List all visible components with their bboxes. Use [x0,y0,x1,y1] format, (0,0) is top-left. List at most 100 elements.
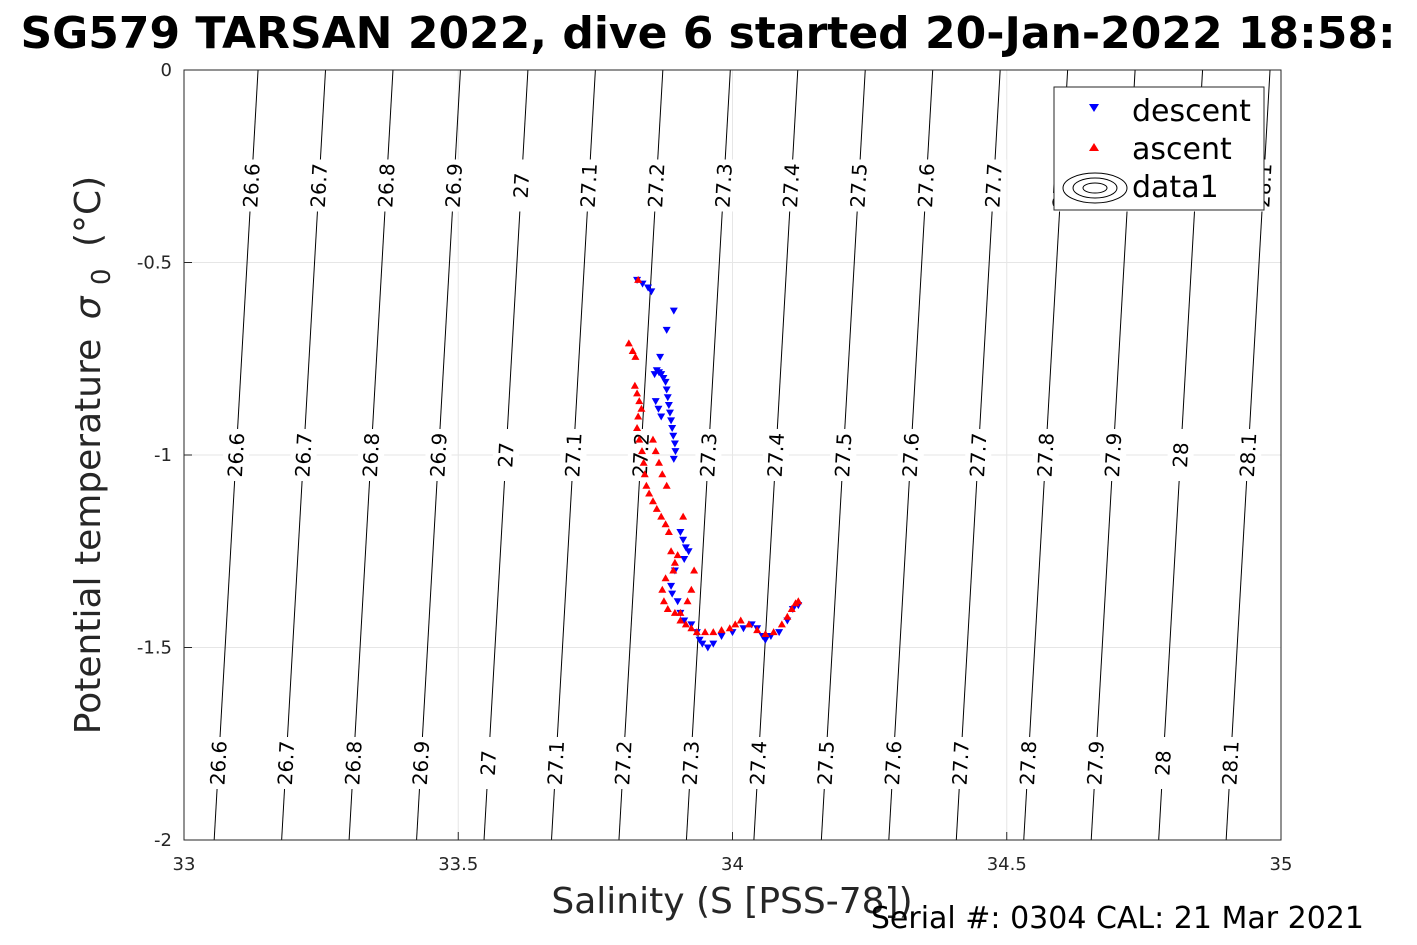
descent-point-13 [662,386,671,394]
ascent-point-15 [645,489,654,497]
contour-label-14-2: 28 [1150,750,1175,777]
data-points [624,275,803,652]
ascent-point-56 [673,551,682,559]
contour-label-bg-5-0 [575,159,602,212]
contour-label-bg-9-0 [845,159,872,212]
ascent-point-45 [761,630,770,638]
descent-point-11 [659,375,668,382]
descent-point-25 [651,398,660,406]
y-tick-label-2: -1 [154,445,172,466]
contour-label-2-0: 26.8 [373,163,399,209]
ascent-point-16 [648,497,657,505]
descent-point-40 [698,640,707,648]
ascent-point-35 [687,624,696,632]
ascent-point-34 [681,620,690,628]
y-axis-label: Potential temperature σ 0 (°C) [68,176,119,734]
descent-point-21 [671,448,680,456]
ascent-point-32 [670,608,679,616]
ascent-point-47 [777,620,786,628]
contour-label-bg-10-0 [913,159,940,212]
x-axis-label: Salinity (S [PSS-78]) [551,881,912,922]
contour-label-bg-12-1 [1032,429,1059,481]
ascent-point-44 [753,626,762,634]
contour-label-5-0: 27.1 [576,163,602,209]
ascent-point-4 [630,381,639,389]
contour-label-13-2: 27.9 [1082,740,1108,786]
contour-label-bg-8-0 [778,159,805,212]
descent-point-27 [679,536,688,544]
ascent-point-43 [744,620,753,628]
descent-point-15 [664,401,673,409]
y-tick-label-0: 0 [161,60,172,81]
ascent-point-18 [657,512,666,520]
descent-point-42 [709,640,718,648]
ascent-point-31 [663,605,672,612]
contour-label-6-0: 27.2 [643,163,669,209]
descent-point-28 [681,544,690,552]
ascent-point-14 [642,481,651,489]
ascent-point-21 [651,447,660,455]
ascent-point-48 [783,612,792,620]
ascent-point-30 [659,597,668,605]
ascent-point-13 [640,470,649,478]
contour-label-5-2: 27.1 [543,740,569,786]
contour-label-bg-5-1 [560,429,587,481]
contour-label-bg-13-2 [1082,737,1109,789]
x-tick-label-1: 33.5 [438,854,478,875]
contour-label-11-0: 27.7 [980,163,1006,209]
contour-label-bg-2-0 [373,159,400,212]
ascent-point-9 [633,424,642,432]
ascent-point-29 [658,585,667,593]
ascent-point-57 [670,558,679,566]
ascent-point-22 [655,458,664,466]
contour-label-3-0: 26.9 [441,163,467,209]
ascent-point-55 [676,608,685,616]
contour-label-bg-12-2 [1015,737,1042,789]
contour-label-bg-0-2 [205,737,232,789]
ascent-point-7 [637,404,646,412]
contour-label-bg-11-1 [965,429,992,481]
contour-label-bg-4-1 [492,429,519,481]
contour-label-1-0: 26.7 [306,163,332,209]
descent-point-36 [680,617,689,625]
contour-label-15-1: 28.1 [1235,432,1261,478]
contour-label-bg-10-2 [880,737,907,789]
contour-label-bg-15-1 [1235,429,1262,481]
ascent-point-5 [633,389,642,397]
contour-label-12-1: 27.8 [1033,432,1059,478]
y-axis-label-unit: (°C) [68,176,109,247]
chart-title: SG579 TARSAN 2022, dive 6 started 20-Jan… [20,8,1395,59]
ascent-point-24 [662,481,671,489]
contour-label-bg-2-1 [358,429,385,481]
legend-ascent-label: ascent [1132,132,1232,167]
descent-point-43 [717,632,726,640]
y-tick-label-4: -2 [154,830,172,851]
axis-ticks: 33 33.5 34 34.5 35 0 -0.5 -1 -1.5 -2 [137,60,1293,875]
contour-label-9-0: 27.5 [846,163,872,209]
contour-label-12-2: 27.8 [1015,740,1041,786]
descent-point-51 [775,629,784,637]
descent-point-33 [668,590,677,598]
descent-point-5 [662,326,671,334]
ascent-point-51 [794,597,803,605]
density-contours: 26.6 26.6 26.6 26.7 26.7 26.7 26.8 26.8 26.8 26.9… [205,69,1277,841]
contour-label-bg-8-2 [745,737,772,789]
contour-label-bg-1-2 [273,737,300,789]
descent-point-19 [669,432,678,440]
contour-label-0-2: 26.6 [205,740,231,786]
descent-point-49 [761,636,770,644]
descent-point-29 [684,548,693,556]
contour-label-bg-5-2 [542,737,569,789]
contour-label-bg-10-1 [897,429,924,481]
ascent-point-39 [717,626,726,634]
contour-label-9-2: 27.5 [813,740,839,786]
ascent-point-41 [731,620,740,628]
ascent-point-53 [687,585,696,593]
contour-label-8-0: 27.4 [778,163,804,209]
descent-point-10 [657,371,666,379]
descent-point-17 [667,417,676,425]
ascent-point-58 [679,512,688,520]
serial-cal-note: Serial #: 0304 CAL: 21 Mar 2021 [871,901,1364,936]
contour-label-bg-3-2 [407,737,434,789]
contour-label-15-2: 28.1 [1217,740,1243,786]
